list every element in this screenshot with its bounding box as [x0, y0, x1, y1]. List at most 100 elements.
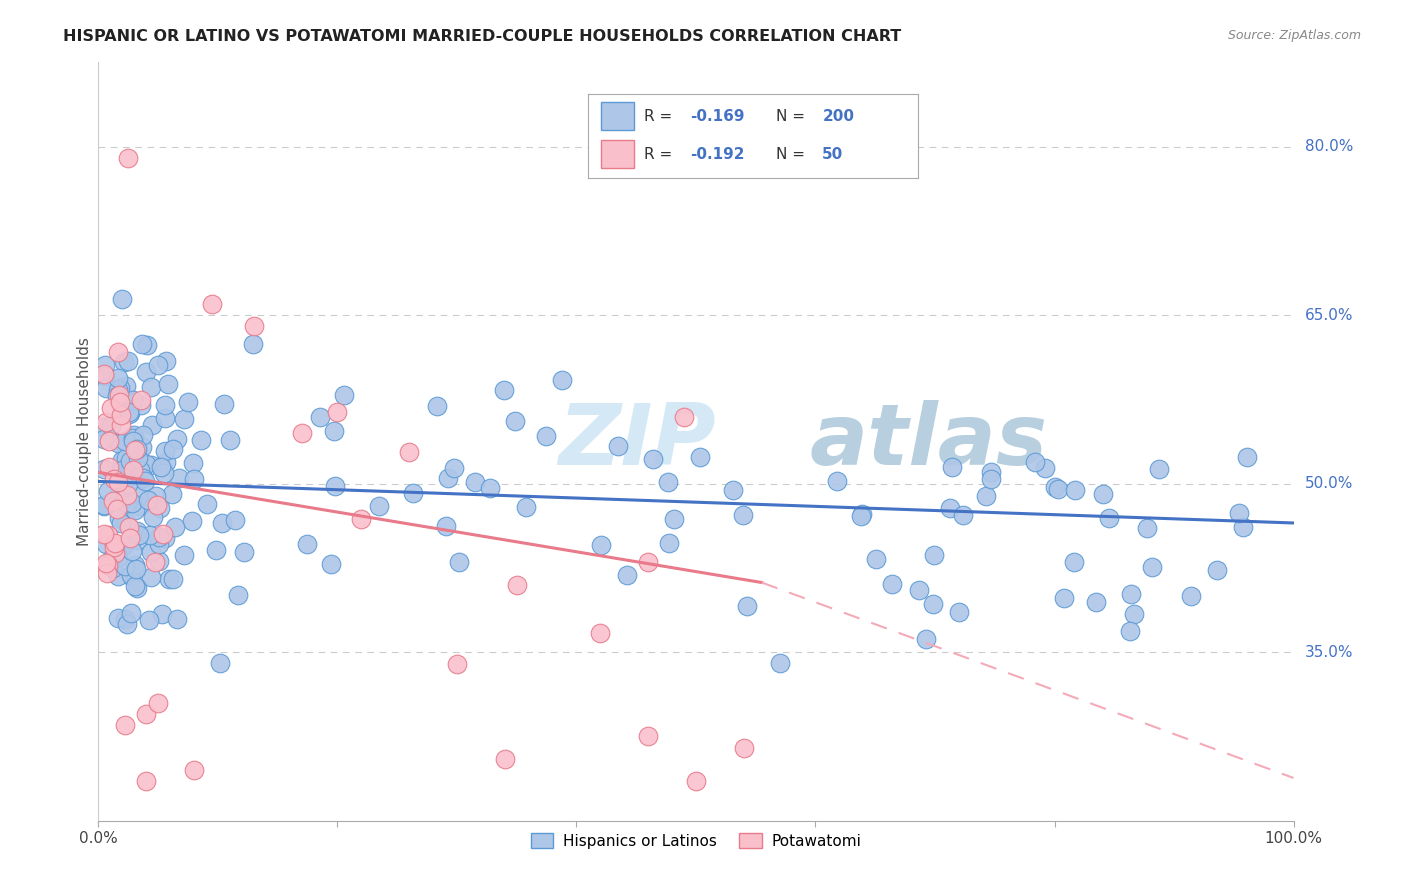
Point [94, 381, 117, 395]
Point [135, 365, 157, 379]
Point [107, 436, 129, 450]
Point [723, 483, 745, 498]
Point [118, 465, 141, 479]
Point [478, 481, 501, 495]
Point [1180, 590, 1202, 604]
Point [201, 297, 224, 311]
Point [211, 516, 233, 530]
Point [101, 493, 124, 508]
Point [162, 442, 184, 457]
Point [492, 384, 515, 398]
Point [120, 606, 142, 620]
Point [101, 561, 124, 575]
Point [162, 572, 184, 586]
Point [108, 380, 131, 394]
Point [135, 458, 157, 472]
Text: Source: ZipAtlas.com: Source: ZipAtlas.com [1227, 29, 1361, 42]
Point [107, 493, 129, 508]
Point [153, 398, 176, 412]
Point [637, 556, 659, 570]
Point [1053, 591, 1076, 605]
Point [111, 292, 134, 306]
Point [107, 568, 129, 582]
Point [93, 358, 115, 372]
Text: N =: N = [776, 147, 810, 161]
Point [111, 488, 134, 502]
Point [1098, 511, 1121, 525]
Point [105, 501, 128, 516]
Text: 50: 50 [823, 147, 844, 161]
Point [1063, 555, 1085, 569]
Point [127, 451, 149, 466]
Point [107, 549, 129, 564]
Point [122, 463, 145, 477]
Point [673, 410, 696, 425]
Point [212, 397, 235, 411]
Point [1084, 595, 1107, 609]
Point [156, 377, 179, 392]
Point [105, 389, 128, 403]
Point [107, 371, 129, 385]
Point [157, 572, 180, 586]
Point [110, 418, 132, 433]
Text: 200: 200 [823, 109, 855, 124]
Point [177, 395, 200, 409]
Point [93, 499, 115, 513]
Point [115, 617, 138, 632]
Point [120, 453, 142, 467]
Point [209, 657, 232, 671]
Point [183, 763, 205, 777]
Point [120, 569, 142, 583]
Point [117, 488, 139, 502]
Point [150, 607, 173, 621]
Point [124, 558, 146, 572]
Point [589, 538, 612, 552]
Point [733, 508, 755, 522]
Point [153, 531, 176, 545]
Point [138, 613, 160, 627]
Point [139, 380, 162, 394]
Point [108, 387, 131, 401]
Point [129, 499, 152, 513]
Point [443, 461, 465, 475]
Point [1033, 461, 1056, 475]
Point [93, 527, 115, 541]
Point [97, 558, 120, 573]
Point [167, 471, 190, 485]
Point [153, 466, 176, 480]
Point [125, 561, 148, 575]
Point [93, 498, 115, 512]
Point [447, 555, 470, 569]
Point [121, 393, 143, 408]
Point [658, 536, 681, 550]
Point [121, 567, 143, 582]
Point [117, 520, 139, 534]
Point [118, 531, 141, 545]
Point [110, 409, 132, 423]
Point [97, 484, 120, 499]
Point [110, 516, 132, 530]
Text: atlas: atlas [810, 400, 1047, 483]
Point [135, 706, 157, 721]
Point [148, 696, 170, 710]
Point [685, 774, 707, 789]
Point [117, 151, 139, 165]
Point [107, 611, 129, 625]
Point [980, 471, 1002, 485]
Point [122, 434, 145, 449]
Point [114, 558, 136, 573]
Point [155, 455, 177, 469]
Point [125, 581, 148, 595]
Point [1236, 450, 1258, 464]
Point [127, 489, 149, 503]
Point [915, 632, 938, 647]
Point [160, 486, 183, 500]
Point [107, 383, 129, 397]
Point [1136, 521, 1159, 535]
Point [1140, 560, 1163, 574]
Point [149, 501, 172, 516]
Point [129, 463, 152, 477]
Point [93, 367, 115, 381]
Point [921, 597, 943, 611]
Bar [600, 140, 634, 169]
